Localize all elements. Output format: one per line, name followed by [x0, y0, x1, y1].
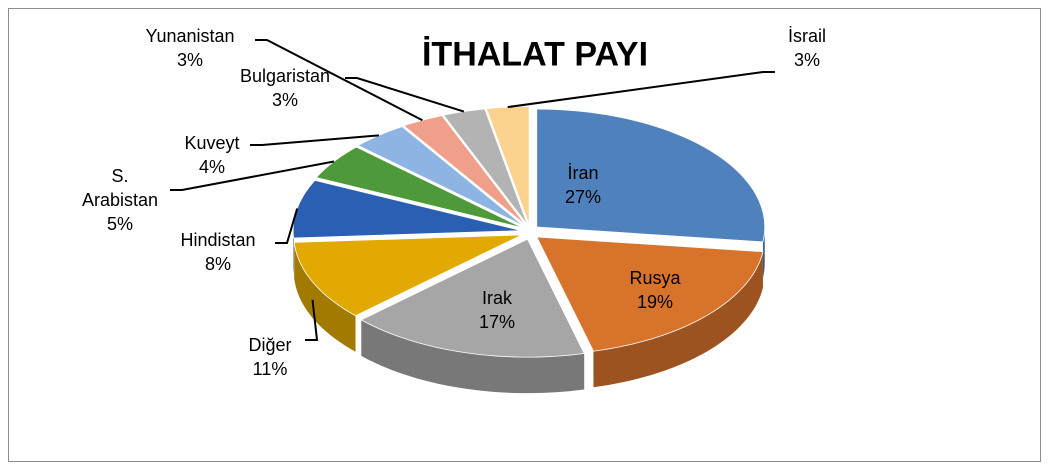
data-label: Rusya 19%: [629, 266, 680, 314]
leader-line: [250, 134, 380, 146]
label-value: 3%: [176, 50, 204, 70]
slice: [485, 106, 530, 225]
leader-line: [275, 208, 299, 244]
label-value: 3%: [793, 50, 821, 70]
slice: [360, 238, 585, 358]
label-name: Hindistan: [180, 230, 256, 250]
data-label: Hindistan 8%: [180, 228, 255, 276]
label-name: S. Arabistan: [81, 166, 159, 210]
label-name: İsrail: [787, 26, 827, 46]
leader-line: [255, 39, 423, 122]
label-value: 27%: [564, 187, 602, 207]
leader-line: [507, 71, 775, 109]
label-name: Yunanistan: [145, 26, 235, 46]
label-value: 4%: [198, 157, 225, 177]
label-name: Rusya: [629, 268, 681, 288]
label-value: 17%: [478, 312, 516, 332]
slice-side: [361, 319, 585, 394]
label-value: 11%: [252, 359, 288, 379]
slice: [357, 126, 525, 227]
data-label: Bulgaristan 3%: [240, 64, 330, 112]
label-name: Diğer: [248, 335, 292, 355]
data-label: İsrail 3%: [788, 24, 826, 72]
data-label: Diğer 11%: [248, 333, 291, 381]
data-label: S. Arabistan 5%: [73, 164, 168, 236]
label-name: Irak: [481, 288, 512, 308]
slice: [536, 236, 764, 352]
label-value: 19%: [636, 292, 674, 312]
data-label: Yunanistan 3%: [145, 24, 234, 72]
data-label: Irak 17%: [479, 286, 515, 334]
slice: [315, 146, 523, 229]
label-value: 3%: [271, 90, 298, 110]
label-name: Kuveyt: [184, 133, 240, 153]
slice: [536, 108, 766, 243]
slice: [292, 179, 522, 239]
label-name: Bulgaristan: [239, 66, 331, 86]
data-label: Kuveyt 4%: [184, 131, 239, 179]
slice-side: [294, 242, 356, 352]
leader-line: [170, 160, 335, 191]
data-label: İran 27%: [565, 161, 601, 209]
label-name: İran: [567, 163, 599, 183]
leader-line: [345, 77, 465, 113]
label-value: 8%: [204, 254, 232, 274]
label-value: 5%: [106, 214, 133, 234]
chart-title: İTHALAT PAYI: [421, 35, 649, 74]
slice-side: [593, 251, 763, 388]
slice: [293, 234, 522, 317]
leader-line: [305, 299, 319, 341]
